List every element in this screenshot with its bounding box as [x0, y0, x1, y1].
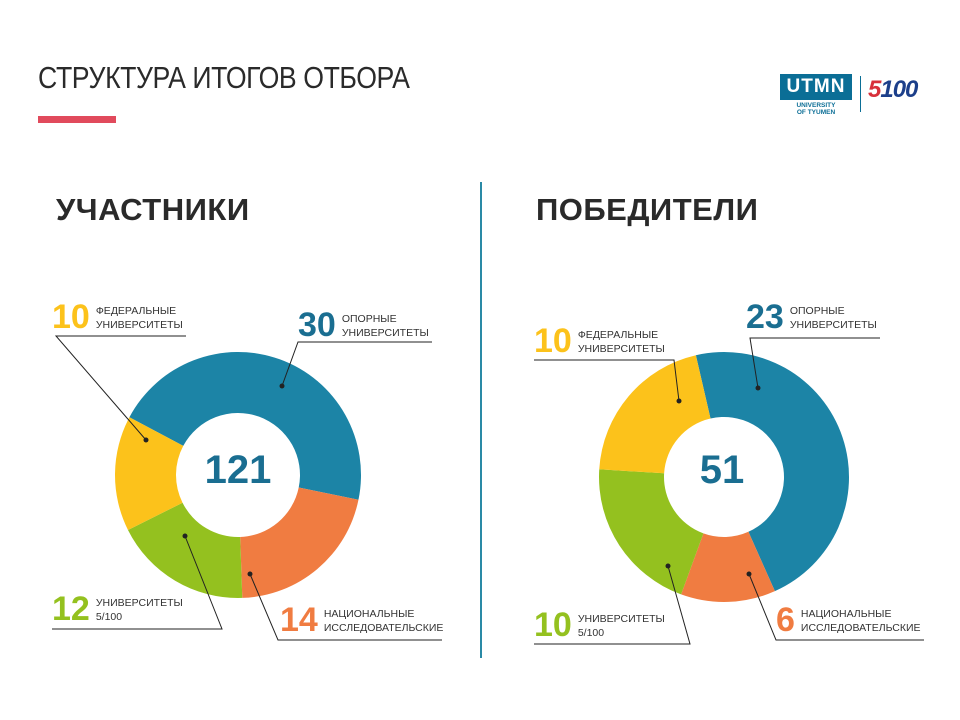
donut-slice-1-0 [695, 352, 850, 592]
title-underline [38, 116, 116, 123]
label-line1: ОПОРНЫЕ [341, 312, 397, 325]
label-participants-national: 14 НАЦИОНАЛЬНЫЕ ИССЛЕДОВАТЕЛЬСКИЕ [280, 601, 443, 640]
logo-100: 100 [880, 76, 918, 103]
label-number: 10 [534, 606, 572, 644]
logo: UTMN UNIVERSITY OF TYUMEN 5100 [780, 72, 930, 118]
label-line2: УНИВЕРСИТЕТЫ [341, 326, 429, 339]
label-participants-supporting: 30 ОПОРНЫЕ УНИВЕРСИТЕТЫ [298, 306, 429, 345]
label-number: 14 [280, 601, 318, 639]
leader-dot-1-3 [676, 398, 682, 404]
panel-divider [480, 182, 482, 658]
donut-slice-1-2 [599, 469, 704, 595]
logo-separator [860, 76, 861, 112]
page-title: СТРУКТУРА ИТОГОВ ОТБОРА [38, 60, 410, 95]
label-winners-federal: 10 ФЕДЕРАЛЬНЫЕ УНИВЕРСИТЕТЫ [534, 322, 665, 361]
logo-sub-line1: UNIVERSITY [796, 102, 836, 109]
leader-line-1-2 [534, 565, 691, 645]
label-text: НАЦИОНАЛЬНЫЕ ИССЛЕДОВАТЕЛЬСКИЕ [801, 607, 921, 635]
utmn-logo-subtitle: UNIVERSITY OF TYUMEN [780, 102, 852, 116]
leader-line-1-3 [534, 359, 680, 402]
label-line1: УНИВЕРСИТЕТЫ [95, 596, 183, 609]
label-text: НАЦИОНАЛЬНЫЕ ИССЛЕДОВАТЕЛЬСКИЕ [324, 607, 444, 635]
label-number: 10 [52, 298, 90, 336]
label-line2: 5/100 [577, 626, 605, 639]
label-winners-national: 6 НАЦИОНАЛЬНЫЕ ИССЛЕДОВАТЕЛЬСКИЕ [776, 601, 921, 640]
donut-slice-0-1 [240, 487, 359, 598]
label-winners-supporting: 23 ОПОРНЫЕ УНИВЕРСИТЕТЫ [746, 298, 877, 337]
label-text: ОПОРНЫЕ УНИВЕРСИТЕТЫ [342, 312, 429, 340]
participants-title: УЧАСТНИКИ [56, 192, 250, 227]
label-line2: УНИВЕРСИТЕТЫ [789, 318, 877, 331]
donut-slice-0-2 [127, 502, 243, 598]
leader-dot-1-2 [665, 563, 671, 569]
winners-total: 51 [699, 448, 745, 492]
logo-5: 5 [868, 76, 881, 103]
leader-dot-1-0 [755, 385, 761, 391]
leader-line-0-2 [52, 535, 223, 630]
label-number: 30 [298, 306, 336, 344]
label-text: ФЕДЕРАЛЬНЫЕ УНИВЕРСИТЕТЫ [96, 304, 183, 332]
winners-title: ПОБЕДИТЕЛИ [536, 192, 759, 227]
label-text: ФЕДЕРАЛЬНЫЕ УНИВЕРСИТЕТЫ [578, 328, 665, 356]
logo-sub-line2: OF TYUMEN [796, 109, 836, 116]
label-text: ОПОРНЫЕ УНИВЕРСИТЕТЫ [790, 304, 877, 332]
label-line2: 5/100 [95, 610, 123, 623]
label-line1: НАЦИОНАЛЬНЫЕ [800, 607, 892, 620]
donut-slice-1-1 [681, 531, 775, 603]
utmn-logo-text: UTMN [780, 74, 852, 100]
label-number: 6 [776, 601, 795, 639]
leader-dot-0-0 [279, 383, 285, 389]
label-line1: УНИВЕРСИТЕТЫ [577, 612, 665, 625]
donut-slice-0-3 [115, 417, 184, 530]
leader-line-1-1 [748, 573, 924, 641]
leader-line-0-1 [249, 573, 442, 641]
label-line1: ФЕДЕРАЛЬНЫЕ [577, 328, 659, 341]
label-winners-5100: 10 УНИВЕРСИТЕТЫ 5/100 [534, 606, 665, 645]
leader-line-0-0 [281, 341, 432, 387]
label-number: 10 [534, 322, 572, 360]
label-line1: НАЦИОНАЛЬНЫЕ [323, 607, 415, 620]
label-text: УНИВЕРСИТЕТЫ 5/100 [578, 612, 665, 640]
label-number: 23 [746, 298, 784, 336]
label-line1: ФЕДЕРАЛЬНЫЕ [95, 304, 177, 317]
participants-total: 121 [204, 448, 272, 492]
label-text: УНИВЕРСИТЕТЫ 5/100 [96, 596, 183, 624]
logo-5-100: 5100 [868, 76, 918, 104]
donut-slice-0-0 [129, 351, 362, 500]
leader-dot-0-1 [247, 571, 253, 577]
leader-dot-0-3 [143, 437, 149, 443]
label-participants-5100: 12 УНИВЕРСИТЕТЫ 5/100 [52, 590, 183, 629]
leader-dot-0-2 [182, 533, 188, 539]
leader-line-0-3 [54, 335, 186, 441]
label-number: 12 [52, 590, 90, 628]
leader-line-1-0 [749, 337, 880, 389]
label-line2: УНИВЕРСИТЕТЫ [577, 342, 665, 355]
label-line1: ОПОРНЫЕ [789, 304, 845, 317]
label-participants-federal: 10 ФЕДЕРАЛЬНЫЕ УНИВЕРСИТЕТЫ [52, 298, 183, 337]
label-line2: УНИВЕРСИТЕТЫ [95, 318, 183, 331]
label-line2: ИССЛЕДОВАТЕЛЬСКИЕ [323, 621, 444, 634]
leader-dot-1-1 [746, 571, 752, 577]
label-line2: ИССЛЕДОВАТЕЛЬСКИЕ [800, 621, 921, 634]
donut-slice-1-3 [599, 355, 711, 474]
